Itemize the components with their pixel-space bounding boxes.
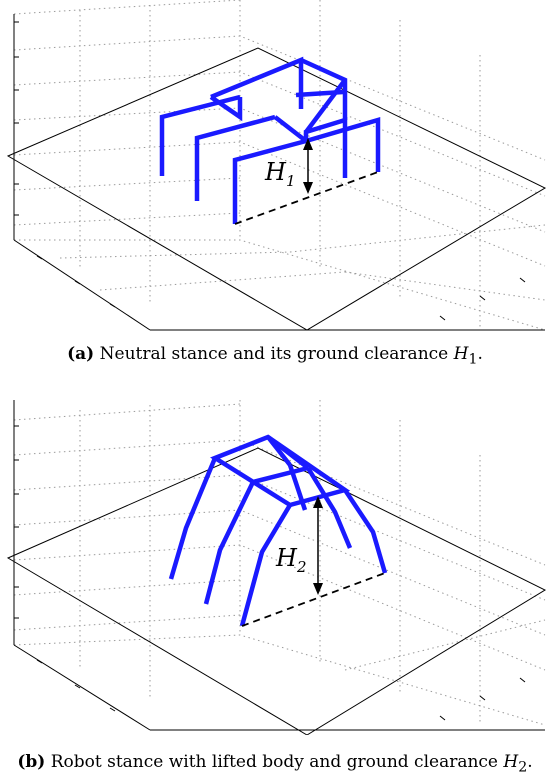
axis-ticks <box>14 21 526 321</box>
robot-leg <box>168 457 218 580</box>
caption-a: (a) Neutral stance and its ground cleara… <box>67 344 483 368</box>
ground-plane <box>6 47 547 331</box>
axes <box>13 14 545 331</box>
neutral-stance-plot: H1 <box>6 0 547 331</box>
caption-b: (b) Robot stance with lifted body and gr… <box>17 752 533 776</box>
robot-neutral <box>159 56 381 224</box>
robot-leg <box>209 95 243 122</box>
robot-leg <box>343 488 388 574</box>
robot-leg <box>304 78 347 134</box>
robot-leg <box>239 503 292 627</box>
axes <box>13 400 545 731</box>
figure-panel-a: H1 <box>0 0 550 340</box>
robot-leg <box>210 434 351 508</box>
ground-plane <box>6 447 547 735</box>
robot-leg <box>306 466 353 549</box>
caption-tag: (a) <box>67 344 95 364</box>
clearance-label: H1 <box>264 158 295 190</box>
robot-leg <box>303 116 348 178</box>
robot-leg <box>287 464 308 511</box>
figure-panel-b: H2 <box>0 390 550 735</box>
robot-leg <box>295 89 344 98</box>
robot-leg <box>305 117 381 172</box>
robot-lifted <box>168 434 388 627</box>
robot-leg <box>159 94 241 176</box>
clearance-indicator-h2: H2 <box>241 496 386 627</box>
robot-leg <box>232 138 307 224</box>
robot-leg <box>266 435 292 467</box>
lifted-stance-plot: H2 <box>6 400 547 735</box>
clearance-indicator-h1: H1 <box>234 138 379 225</box>
robot-leg <box>203 481 256 605</box>
caption-tag: (b) <box>17 752 46 772</box>
robot-leg <box>252 465 309 485</box>
clearance-label: H2 <box>275 544 306 576</box>
axis-ticks <box>14 425 526 721</box>
robot-leg <box>194 114 276 201</box>
robot-leg <box>273 115 308 143</box>
